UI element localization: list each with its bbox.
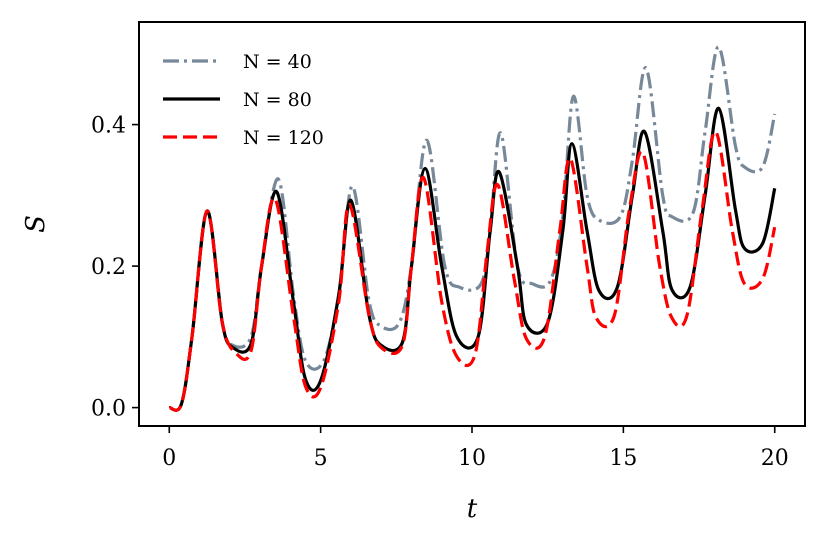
y-tick-label: 0.0 <box>91 397 126 422</box>
x-tick-label: 20 <box>761 446 789 471</box>
y-axis-label: S <box>21 215 51 233</box>
series-layer <box>168 45 777 412</box>
series-line-3 <box>168 130 777 412</box>
x-tick-label: 15 <box>609 446 637 471</box>
legend-label-3: N = 120 <box>243 127 324 149</box>
y-tick-label: 0.4 <box>91 114 126 139</box>
y-tick-label: 0.2 <box>91 255 126 280</box>
legend-label-2: N = 80 <box>243 89 312 111</box>
ticks-layer: 0 5 10 15 20 0.0 0.2 0.4 <box>91 114 789 471</box>
x-axis-label: t <box>467 494 478 524</box>
x-tick-label: 0 <box>162 446 176 471</box>
legend-label-1: N = 40 <box>243 51 312 73</box>
x-tick-label: 5 <box>314 446 328 471</box>
x-tick-label: 10 <box>458 446 486 471</box>
legend: N = 40 N = 80 N = 120 <box>163 51 324 149</box>
